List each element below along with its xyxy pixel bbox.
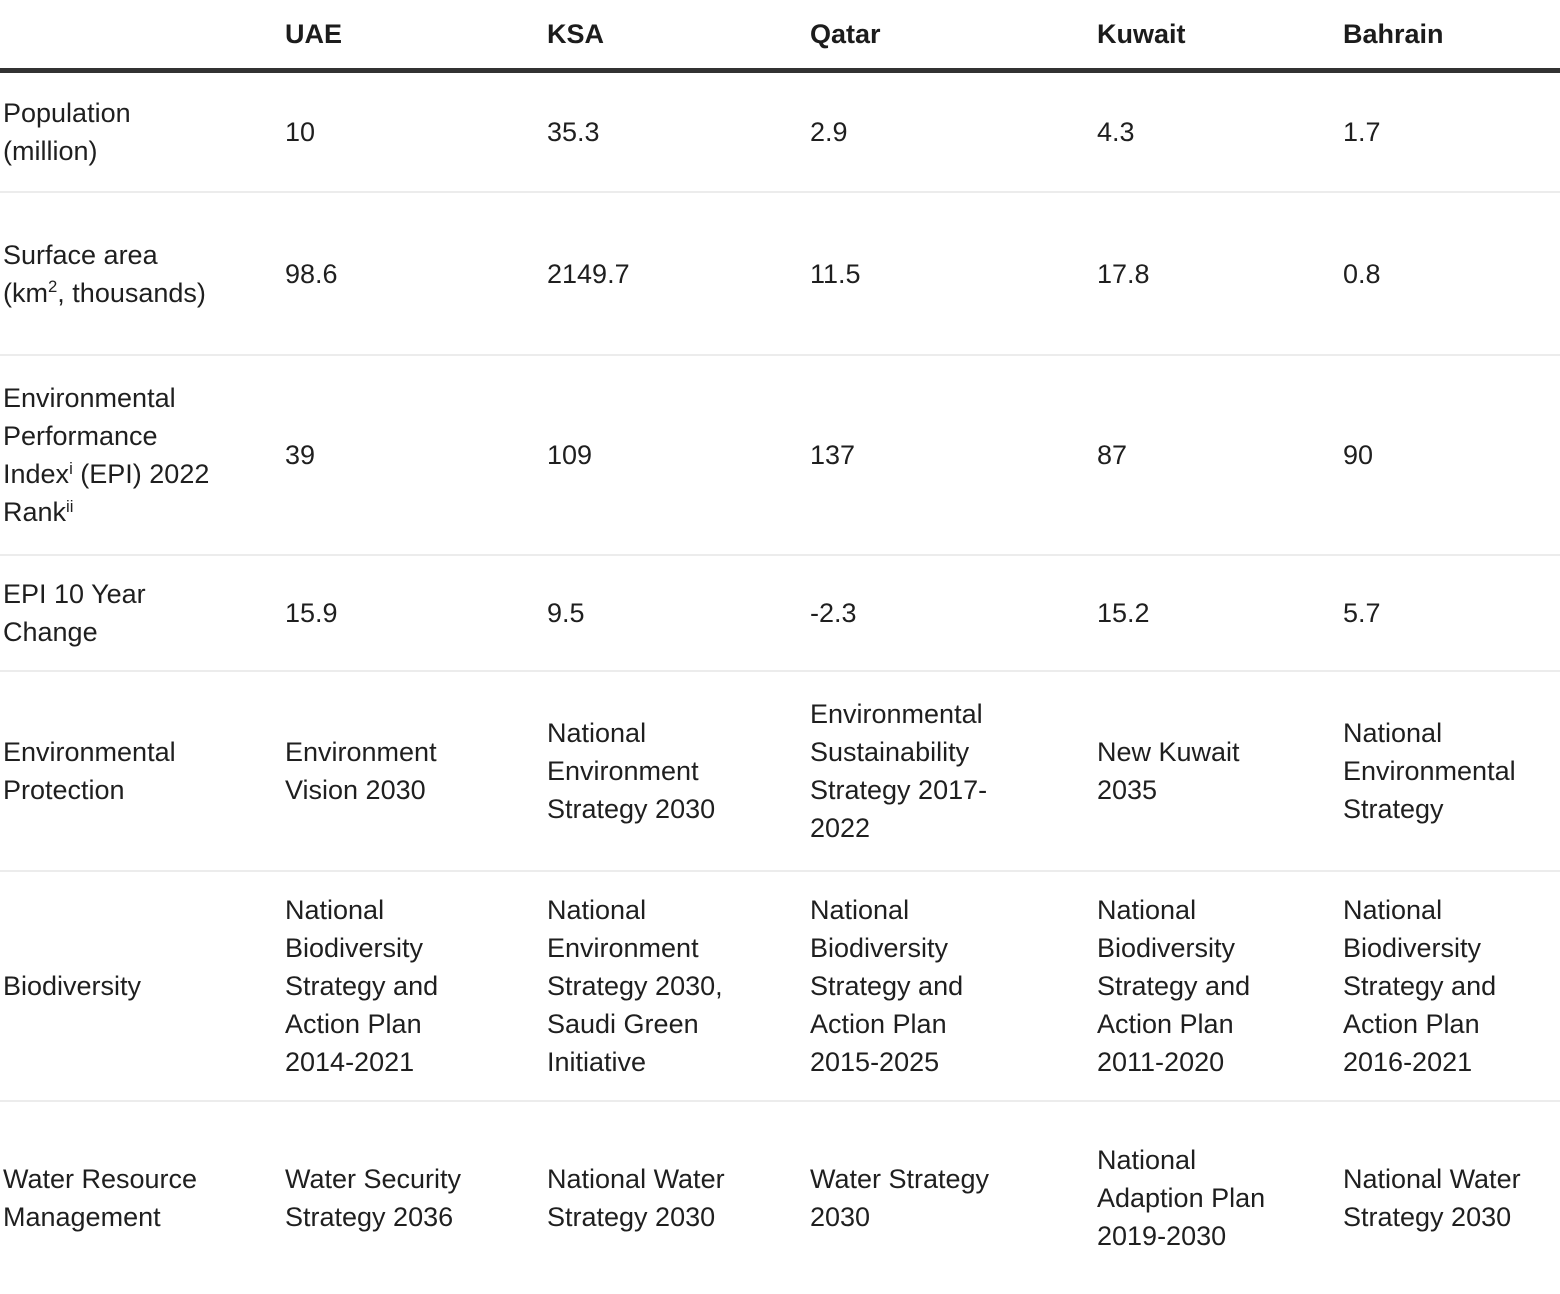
table-cell: Environment Vision 2030	[285, 737, 437, 805]
row-population: Population (million) 10 35.3 2.9 4.3 1.7	[0, 70, 1560, 192]
table-cell: National Environment Strategy 2030, Saud…	[547, 895, 723, 1077]
table-cell: National Biodiversity Strategy and Actio…	[1343, 895, 1497, 1077]
row-surface-area: Surface area (km2, thousands) 98.6 2149.…	[0, 192, 1560, 355]
table-cell: 15.9	[285, 598, 338, 628]
table-cell: 90	[1343, 440, 1374, 470]
table-cell: 17.8	[1097, 258, 1150, 289]
table-cell: Environmental Sustainability Strategy 20…	[810, 699, 988, 843]
col-header-ksa: KSA	[547, 18, 605, 49]
row-biodiversity: Biodiversity National Biodiversity Strat…	[0, 871, 1560, 1101]
col-header-bahrain: Bahrain	[1343, 18, 1444, 49]
table-cell: National Environment Strategy 2030	[547, 718, 716, 824]
col-header-uae: UAE	[285, 18, 343, 49]
table-cell: 1.7	[1343, 116, 1381, 147]
table-cell: 137	[810, 440, 856, 470]
table-cell: 39	[285, 440, 316, 470]
table-cell: 10	[285, 116, 316, 147]
table-cell: 87	[1097, 440, 1128, 470]
row-epi-2022-rank: Environmental Performance Indexi (EPI) 2…	[0, 355, 1560, 555]
table-cell: 35.3	[547, 116, 600, 147]
row-label-biodiversity: Biodiversity	[3, 971, 142, 1001]
table-cell: -2.3	[810, 598, 857, 628]
table-cell: 4.3	[1097, 116, 1135, 147]
row-epi-10-year-change: EPI 10 Year Change 15.9 9.5 -2.3 15.2 5.…	[0, 555, 1560, 671]
table-cell: National Biodiversity Strategy and Actio…	[1097, 895, 1251, 1077]
table-cell: 109	[547, 440, 593, 470]
row-label-surface-area: Surface area (km2, thousands)	[3, 239, 206, 308]
table-cell: National Water Strategy 2030	[547, 1163, 725, 1232]
row-label-environmental-protection: Environmental Protection	[3, 737, 176, 805]
header-row: UAE KSA Qatar Kuwait Bahrain	[0, 0, 1560, 70]
table-cell: 9.5	[547, 598, 585, 628]
row-label-epi-10-year-change: EPI 10 Year Change	[3, 579, 146, 647]
col-header-qatar: Qatar	[810, 18, 881, 49]
row-label-water-resource-management: Water Resource Management	[3, 1163, 198, 1232]
table-cell: Water Strategy 2030	[810, 1163, 990, 1232]
row-label-epi-2022-rank: Environmental Performance Indexi (EPI) 2…	[3, 383, 210, 527]
row-label-population: Population (million)	[3, 97, 131, 166]
col-header-kuwait: Kuwait	[1097, 18, 1186, 49]
table-cell: 5.7	[1343, 598, 1381, 628]
table-cell: National Biodiversity Strategy and Actio…	[285, 895, 439, 1077]
corner-cell	[0, 0, 285, 70]
table-cell: National Environmental Strategy	[1343, 718, 1516, 824]
table-cell: 0.8	[1343, 258, 1381, 289]
table-cell: 2149.7	[547, 258, 630, 289]
row-environmental-protection: Environmental Protection Environment Vis…	[0, 671, 1560, 871]
table-cell: 11.5	[810, 258, 861, 289]
row-water-resource-management: Water Resource Management Water Security…	[0, 1101, 1560, 1293]
table-cell: National Adaption Plan 2019-2030	[1097, 1144, 1266, 1251]
table-cell: 98.6	[285, 258, 338, 289]
table-cell: Water Security Strategy 2036	[285, 1163, 462, 1232]
table-cell: National Biodiversity Strategy and Actio…	[810, 895, 964, 1077]
table-cell: 15.2	[1097, 598, 1150, 628]
table-cell: 2.9	[810, 116, 848, 147]
table-cell: New Kuwait 2035	[1097, 737, 1240, 805]
table-cell: National Water Strategy 2030	[1343, 1163, 1521, 1232]
